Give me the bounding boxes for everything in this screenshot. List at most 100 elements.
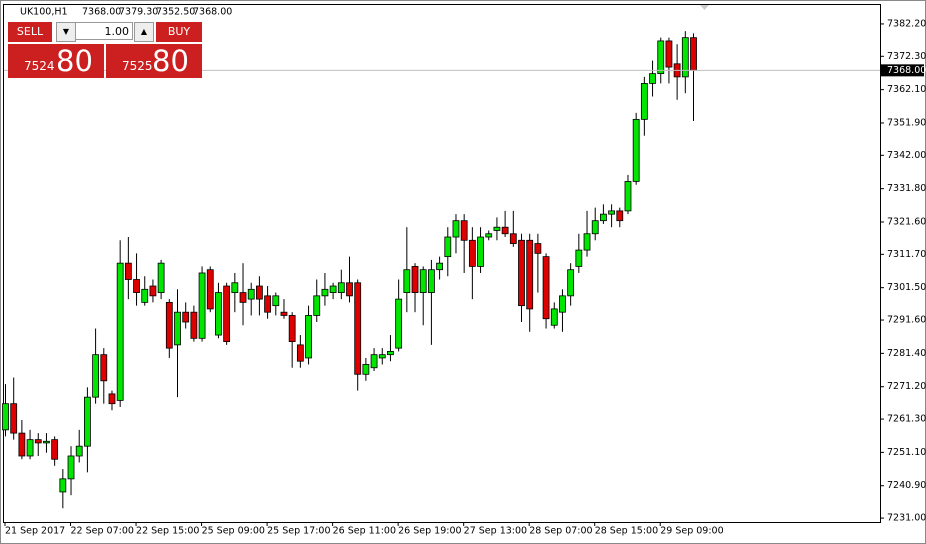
candle-body [141, 288, 149, 303]
lot-up[interactable]: ▲ [134, 22, 154, 42]
header-close: 7368.00 [193, 7, 232, 18]
x-tick-label: 25 Sep 09:00 [202, 526, 265, 537]
candle-body [616, 210, 624, 222]
candle-body [362, 364, 370, 375]
y-tick-label: 7251.10 [887, 447, 926, 458]
candle-body [305, 315, 312, 359]
candle-body [493, 226, 501, 231]
candle-body [354, 282, 362, 375]
candle-body [18, 432, 26, 457]
y-tick-label: 7301.50 [887, 282, 926, 293]
lot-size[interactable]: 1.00 [75, 22, 133, 40]
candle-body [124, 262, 132, 280]
candle-body [632, 118, 640, 182]
candle-body [567, 269, 575, 297]
candle-body [559, 295, 566, 313]
plot-area [3, 4, 881, 523]
candle-body [108, 393, 116, 405]
trade-panel: SELL ▼ 1.00 ▲ BUY 7524 80 7525 80 [8, 22, 202, 78]
candle-body [92, 354, 99, 398]
y-tick-label: 7271.20 [887, 381, 926, 392]
buy-button[interactable]: BUY [156, 22, 202, 42]
candle-body [583, 233, 591, 251]
candle-body [272, 295, 280, 307]
candle-body [411, 266, 419, 293]
shift-marker [700, 5, 709, 10]
candle-body [288, 315, 296, 342]
candle-body [460, 220, 468, 241]
x-tick-label: 21 Sep 2017 [5, 526, 65, 537]
candle-body [370, 354, 378, 369]
candle-body [100, 354, 108, 382]
candle-body [591, 220, 599, 235]
y-tick-label: 7281.40 [887, 348, 926, 359]
sell-button[interactable]: SELL [8, 22, 52, 42]
y-tick-label: 7231.00 [887, 513, 926, 524]
candle-body [247, 288, 255, 300]
header-high: 7379.30 [119, 7, 158, 18]
y-tick-label: 7240.90 [887, 480, 926, 491]
candle-body [509, 233, 517, 244]
candle-body [690, 37, 697, 71]
candle-body [485, 233, 493, 238]
candle-body [280, 311, 288, 316]
y-tick-label: 7331.80 [887, 183, 926, 194]
candle-body [321, 288, 329, 297]
candle-body [534, 243, 542, 254]
candle-body [665, 40, 673, 68]
candle-body [444, 236, 452, 258]
x-tick-label: 26 Sep 11:00 [333, 526, 396, 537]
x-tick-label: 26 Sep 19:00 [398, 526, 461, 537]
candle-body [165, 301, 173, 349]
candle-body [59, 478, 67, 493]
candle-body [403, 269, 411, 293]
candle-body [681, 37, 689, 78]
buy-price[interactable]: 7525 80 [106, 44, 202, 78]
candle-body [624, 181, 632, 212]
buy-price-main: 7525 [122, 59, 153, 73]
x-tick-label: 27 Sep 13:00 [464, 526, 527, 537]
candle-body [231, 282, 239, 293]
candle-body [2, 403, 9, 431]
candle-body [198, 272, 206, 339]
candle-body [313, 295, 321, 316]
x-tick-label: 28 Sep 15:00 [595, 526, 658, 537]
candle-body [600, 213, 607, 222]
header-open: 7368.00 [82, 7, 121, 18]
candle-body [239, 292, 247, 303]
x-tick-label: 22 Sep 15:00 [136, 526, 199, 537]
candle-body [657, 40, 665, 75]
sell-price[interactable]: 7524 80 [8, 44, 104, 78]
candle-body [296, 344, 304, 362]
candle-body [174, 311, 181, 346]
candle-body [395, 298, 403, 349]
buy-price-big: 80 [152, 44, 189, 78]
candle-body [346, 282, 353, 297]
candle-body [477, 236, 484, 267]
candle-body [10, 403, 18, 434]
candle-body [575, 249, 583, 267]
sell-price-main: 7524 [24, 59, 55, 73]
current-price-label: 7368.00 [887, 65, 926, 76]
candle-body [26, 439, 34, 457]
x-tick-label: 25 Sep 17:00 [267, 526, 330, 537]
candle-body [649, 73, 656, 84]
candle-body [34, 439, 42, 444]
candle-body [608, 210, 615, 215]
candle-body [518, 239, 525, 307]
candle-body [149, 285, 157, 297]
y-tick-label: 7342.00 [887, 150, 926, 161]
candle-body [223, 285, 231, 342]
candle-body [542, 256, 550, 320]
x-tick-label: 29 Sep 09:00 [660, 526, 723, 537]
x-tick-label: 28 Sep 07:00 [529, 526, 592, 537]
candle-body [215, 292, 222, 336]
lot-down[interactable]: ▼ [56, 22, 76, 42]
candle-body [387, 351, 394, 356]
chart-symbol: UK100,H1 [20, 7, 68, 18]
candle-body [190, 311, 198, 339]
candle-body [419, 269, 427, 293]
candle-body [182, 311, 190, 323]
candle-body [428, 269, 435, 293]
